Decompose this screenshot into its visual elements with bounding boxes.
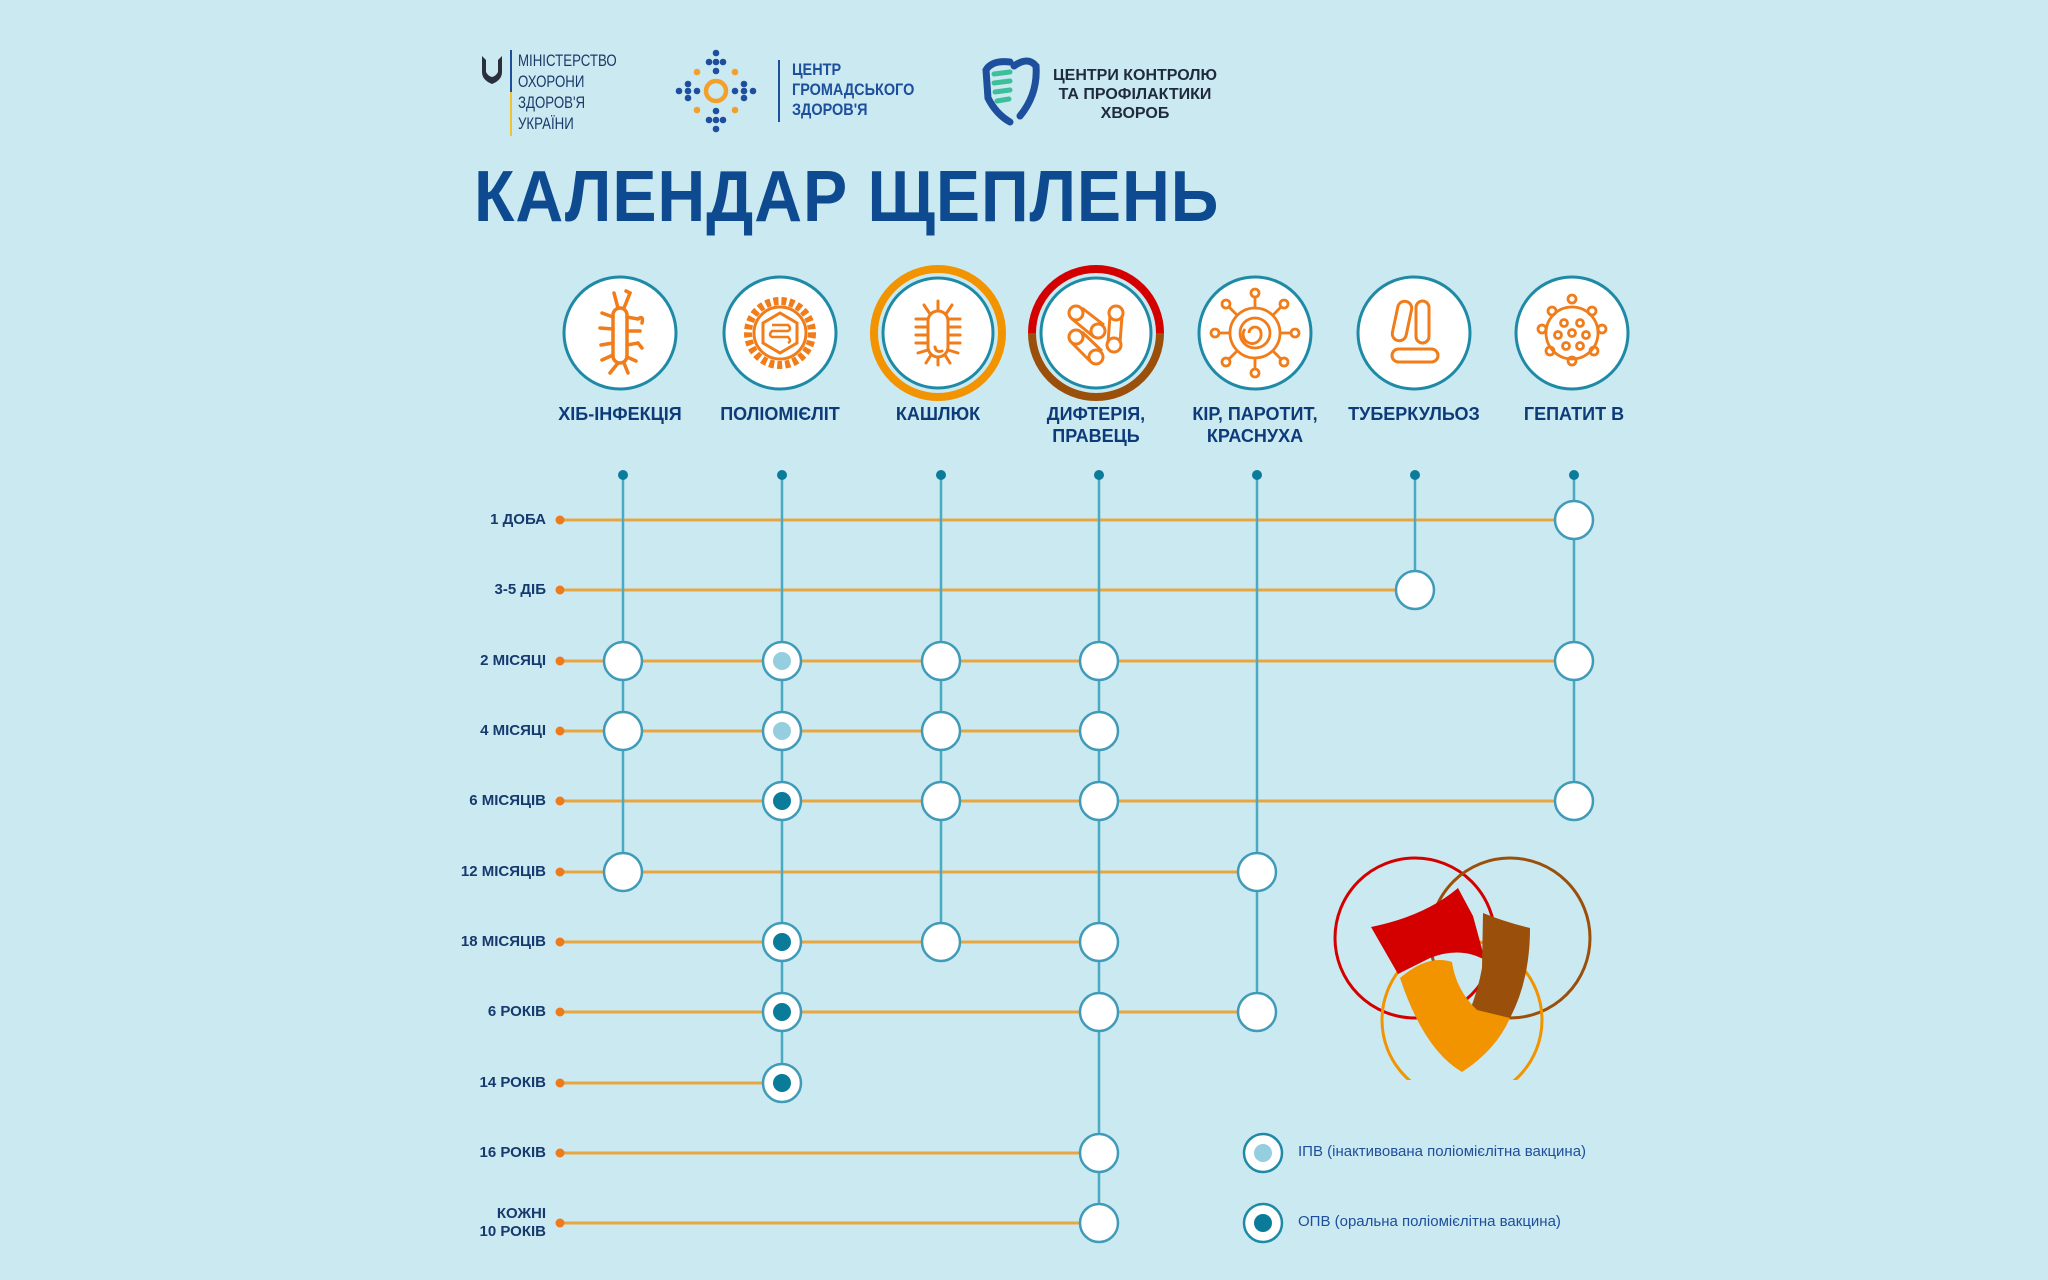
age-label: 3-5 ДІБ [494,581,546,598]
vaccination-cell-plain [1553,640,1595,682]
ipv-marker-icon [1242,1132,1284,1174]
disease-column-dot [618,470,628,480]
age-row-dot [555,1218,565,1228]
age-label: 6 МІСЯЦІВ [469,792,546,809]
public-health-center-logo-divider [778,60,780,122]
age-label: 12 МІСЯЦІВ [460,863,546,880]
disease-label-mmr: КІР, ПАРОТИТ, КРАСНУХА [1192,404,1318,446]
age-row-dot [555,1078,565,1088]
vaccination-cell-plain [1078,1202,1120,1244]
vaccination-cell-opv [761,780,803,822]
vaccination-cell-plain [602,640,644,682]
dots-ring-icon [675,49,757,133]
vaccination-cell-plain [1078,780,1120,822]
age-row-dot [555,796,565,806]
vaccination-cell-opv [761,921,803,963]
vaccination-cell-plain [1078,640,1120,682]
age-row-dot [555,585,565,595]
disease-label-pertussis: КАШЛЮК [895,404,981,424]
disease-column-dot [1252,470,1262,480]
disease-column-dot [1410,470,1420,480]
age-label: 1 ДОБА [490,511,546,528]
page-title: КАЛЕНДАР ЩЕПЛЕНЬ [474,157,1220,237]
ministry-logo-divider-yellow [510,92,512,136]
age-label: 18 МІСЯЦІВ [460,933,546,950]
disease-control-logo-line: ЦЕНТРИ КОНТРОЛЮ [1052,67,1218,84]
vaccination-cell-plain [920,921,962,963]
disease-label-hepatitis-b: ГЕПАТИТ В [1523,404,1625,424]
vaccination-cell-plain [1394,569,1436,611]
age-label: 2 МІСЯЦІ [480,652,546,669]
disease-column-dot [1569,470,1579,480]
hib-bacterium-icon [562,275,678,391]
three-circles-shield-icon [1333,856,1592,1080]
public-health-center-logo-line: ГРОМАДСЬКОГО [792,80,915,99]
disease-control-logo-line: ТА ПРОФІЛАКТИКИ [1058,86,1212,103]
vaccination-cell-plain [920,710,962,752]
disease-label-hib: ХІБ-ІНФЕКЦІЯ [558,404,682,424]
age-label: 16 РОКІВ [479,1144,546,1161]
vaccination-cell-plain [1078,710,1120,752]
disease-control-logo-line: ХВОРОБ [1100,105,1170,122]
disease-column-dot [1094,470,1104,480]
legend-opv: ОПВ (оральна поліомієлітна вакцина) [1298,1213,1561,1230]
disease-column-dot [936,470,946,480]
disease-icons-row [562,265,1630,401]
vaccination-cell-plain [1236,991,1278,1033]
vaccination-cell-plain [1078,921,1120,963]
tuberculosis-bacilli-icon [1356,275,1472,391]
pertussis-bacterium-icon [870,265,1006,401]
age-row-dot [555,937,565,947]
vaccination-cell-opv [761,1062,803,1104]
vaccination-cell-plain [920,780,962,822]
disease-label-diphtheria-tetanus: ДИФТЕРІЯ, ПРАВЕЦЬ [1046,404,1146,446]
vaccination-cell-plain [1236,851,1278,893]
public-health-center-logo-line: ЦЕНТР [792,60,842,79]
opv-marker-icon [1242,1202,1284,1244]
vaccination-cell-plain [602,710,644,752]
vaccination-cell-ipv [761,710,803,752]
trident-icon [482,56,502,84]
vaccination-cell-plain [920,640,962,682]
disease-column-dot [777,470,787,480]
age-row-dot [555,515,565,525]
shield-heart-icon [982,57,1040,126]
public-health-center-logo: ЦЕНТР ГРОМАДСЬКОГО ЗДОРОВ'Я [674,48,934,138]
age-label: 6 РОКІВ [487,1003,546,1020]
legend-ipv: ІПВ (інактивована поліомієлітна вакцина) [1298,1143,1587,1160]
disease-label-tuberculosis: ТУБЕРКУЛЬОЗ [1348,404,1480,424]
diphtheria-bacteria-icon [1028,265,1164,401]
polio-virus-icon [722,275,838,391]
ministry-logo-divider [510,50,512,92]
age-row-dot [555,1007,565,1017]
vaccination-cell-plain [1553,499,1595,541]
age-label: 14 РОКІВ [479,1074,546,1091]
age-label: КОЖНІ 10 РОКІВ [479,1205,546,1240]
vaccination-cell-opv [761,991,803,1033]
age-row-dot [555,726,565,736]
age-label: 4 МІСЯЦІ [480,722,546,739]
age-row-dot [555,867,565,877]
measles-virus-icon [1197,275,1313,391]
age-row-dot [555,1148,565,1158]
legend-markers [1242,1132,1284,1244]
ministry-logo-line: ОХОРОНИ [518,72,585,91]
hepatitis-b-virus-icon [1514,275,1630,391]
vaccination-cell-plain [602,851,644,893]
vaccination-cell-plain [1078,991,1120,1033]
disease-label-polio: ПОЛІОМІЄЛІТ [720,404,840,424]
vaccination-cell-plain [1078,1132,1120,1174]
age-row-dot [555,656,565,666]
ministry-logo-line: МІНІСТЕРСТВО [518,51,617,70]
public-health-center-logo-line: ЗДОРОВ'Я [792,100,868,119]
vaccination-cell-ipv [761,640,803,682]
ministry-logo-line: УКРАЇНИ [518,114,574,133]
ministry-logo-line: ЗДОРОВ'Я [518,93,586,112]
disease-control-logo: ЦЕНТРИ КОНТРОЛЮ ТА ПРОФІЛАКТИКИ ХВОРОБ [978,54,1228,134]
vaccination-cell-plain [1553,780,1595,822]
ministry-logo: МІНІСТЕРСТВО ОХОРОНИ ЗДОРОВ'Я УКРАЇНИ [480,50,630,140]
